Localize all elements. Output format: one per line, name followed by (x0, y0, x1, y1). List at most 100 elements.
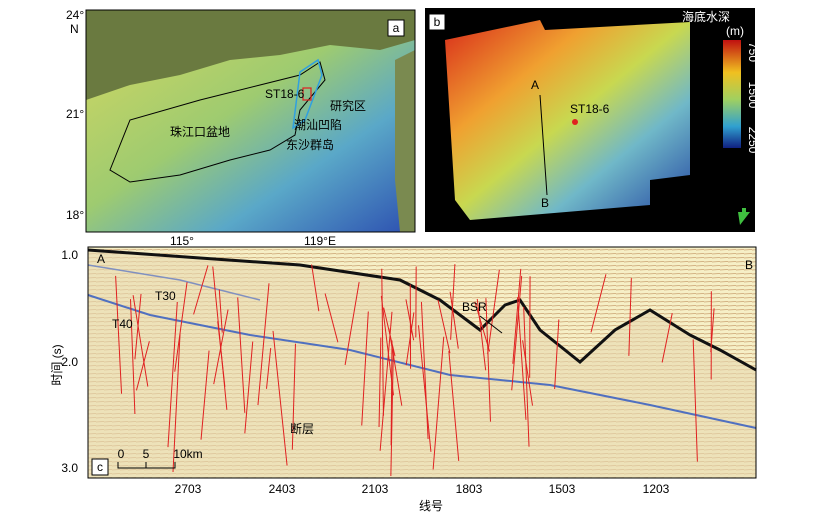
panel-c: 1.0 2.0 3.0 时间 (s) 2703 2403 2103 1803 1… (50, 246, 757, 513)
fault-line (417, 325, 432, 452)
site-label: ST18-6 (570, 102, 610, 116)
fault-line (485, 298, 491, 422)
y-tick-label: 2.0 (61, 355, 78, 369)
horizon-label: T30 (155, 289, 176, 303)
lat-label: 21° (66, 107, 84, 121)
bsr-label: BSR (462, 300, 487, 314)
fault-line (129, 299, 136, 415)
fault-line (487, 269, 500, 355)
scale-label: 10km (173, 447, 202, 461)
fault-line (661, 313, 673, 363)
legend-title: 海底水深 (682, 9, 730, 24)
label-box (91, 458, 109, 476)
fault-line (324, 293, 339, 343)
x-tick-label: 1803 (456, 482, 483, 496)
bsr-arrow (479, 315, 503, 334)
site-marker (572, 119, 578, 125)
north-arrow (738, 208, 750, 225)
label-box (428, 13, 446, 31)
y-tick-label: 3.0 (61, 461, 78, 475)
fault-line (388, 328, 403, 406)
horizon-t30 (87, 264, 261, 301)
relief (445, 20, 690, 220)
legend-tick: 2250 (746, 127, 760, 154)
fault-line (381, 268, 384, 416)
fault-line (174, 282, 188, 372)
legend-tick: 750 (746, 42, 760, 62)
fault-line (554, 319, 560, 390)
line-start: A (531, 78, 539, 92)
line-end: B (745, 258, 753, 272)
fault-line (512, 268, 522, 364)
fault-line (590, 274, 607, 333)
horizon-t40 (87, 294, 757, 429)
sag-outline (292, 58, 323, 130)
fault-line (628, 278, 632, 356)
basin-label: 珠江口盆地 (170, 125, 230, 139)
fault-line (193, 265, 209, 315)
fault-line (522, 340, 534, 406)
panel-label: a (393, 21, 400, 35)
fault-line (361, 311, 369, 426)
x-tick-label: 2703 (175, 482, 202, 496)
section-line (539, 94, 548, 196)
line-end: B (541, 196, 549, 210)
fault-line (378, 337, 382, 428)
lon-label: 115° (170, 234, 194, 248)
fault-line (390, 340, 393, 446)
panel-b: 海底水深 (m) 750 1500 2250 A B ST18-6 b (425, 8, 760, 232)
fault-line (405, 299, 415, 341)
x-tick-label: 1203 (643, 482, 670, 496)
fault-line (511, 275, 523, 391)
fault-label: 断层 (290, 421, 314, 436)
fault-line (244, 341, 254, 434)
panel-a: 24° N 21° 18° 115° 119°E a ST18-6 研究区 潮汕… (66, 8, 416, 248)
fault-line (692, 339, 698, 462)
fault-line (217, 321, 226, 387)
fault-line (115, 275, 123, 394)
fault-line (390, 349, 394, 477)
study-label: 研究区 (330, 98, 366, 113)
x-tick-label: 2103 (362, 482, 389, 496)
fault-line (476, 298, 487, 371)
fault-line (449, 291, 459, 349)
fault-line (257, 283, 270, 406)
fault-line (380, 295, 394, 396)
lat-label: 24° (66, 8, 84, 22)
horizon-label: T40 (112, 317, 133, 331)
fault-line (132, 295, 149, 387)
fault-line (710, 308, 715, 353)
fault-line (291, 343, 296, 450)
line-start: A (97, 252, 105, 266)
lon-label: 119°E (304, 234, 336, 248)
color-bar (723, 40, 741, 148)
fault-line (218, 289, 223, 333)
fault-line (437, 299, 451, 354)
legend-unit: (m) (726, 24, 744, 38)
scale-label: 5 (143, 447, 150, 461)
fault-line (167, 301, 178, 448)
legend-tick: 1500 (746, 82, 760, 109)
fault-line (448, 351, 460, 462)
scale-label: 0 (118, 447, 125, 461)
x-tick-label: 2403 (269, 482, 296, 496)
frame (87, 246, 757, 479)
fault-line (379, 311, 393, 451)
y-title: 时间 (s) (50, 344, 64, 385)
fault-line (516, 297, 527, 420)
x-title: 线号 (419, 499, 443, 513)
fault-line (265, 348, 272, 389)
sag-label: 潮汕凹陷 (294, 117, 342, 132)
x-tick-label: 1503 (549, 482, 576, 496)
fault-line (311, 264, 320, 312)
fault-line (344, 282, 360, 366)
scale-bar (117, 462, 176, 469)
basin-outline (109, 61, 326, 183)
fault-line (474, 301, 491, 352)
fault-line (172, 333, 181, 473)
land (86, 10, 415, 100)
fault-line (523, 306, 530, 447)
lat-label: N (70, 22, 79, 36)
faults (115, 264, 715, 477)
